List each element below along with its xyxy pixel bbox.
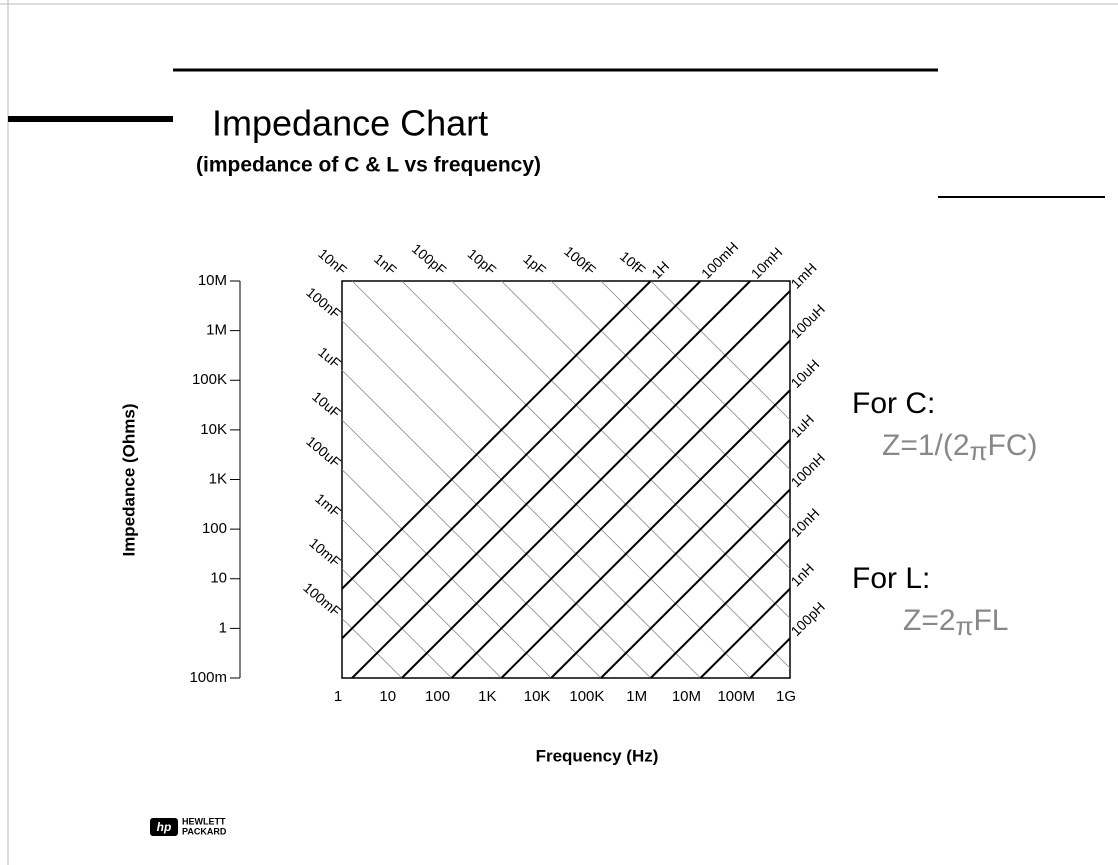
y-tick-label: 10K [200, 421, 227, 438]
y-axis-label: Impedance (Ohms) [119, 403, 138, 556]
capacitance-line [451, 280, 791, 619]
capacitance-label: 100fF [561, 243, 599, 278]
x-tick-label: 100M [717, 688, 755, 705]
inductance-label: 100pH [787, 599, 827, 639]
logo-text: PACKARD [182, 826, 227, 836]
subtitle: (impedance of C & L vs frequency) [196, 154, 541, 177]
inductance-line [749, 637, 791, 679]
capacitance-label: 100mF [300, 579, 344, 619]
inductance-label: 100uH [787, 301, 827, 341]
y-tick-label: 1 [219, 619, 227, 636]
capacitance-line [600, 280, 791, 470]
x-tick-label: 100 [425, 688, 450, 705]
inductance-label: 1H [648, 258, 672, 282]
inductance-label: 1uH [787, 411, 816, 440]
inductance-line [450, 339, 791, 679]
formula-part: FL [973, 604, 1008, 637]
inductance-label: 100nH [787, 450, 827, 490]
x-tick-label: 10M [672, 688, 701, 705]
capacitance-line [650, 280, 791, 421]
inductance-label: 10uH [787, 356, 822, 391]
formula-part: FC) [988, 429, 1038, 462]
formula-part: π [956, 611, 974, 641]
x-tick-label: 1 [334, 688, 342, 705]
capacitance-label: 10mF [306, 535, 344, 570]
capacitance-line [401, 280, 791, 669]
inductance-line [401, 290, 791, 679]
formula-heading: For L: [852, 562, 930, 595]
capacitance-line [341, 419, 602, 679]
formula-heading: For C: [852, 387, 935, 420]
x-tick-label: 10 [379, 688, 396, 705]
capacitance-line [341, 568, 452, 679]
inductance-line [699, 588, 791, 679]
inductance-label: 1mH [787, 260, 819, 292]
y-tick-label: 100m [189, 669, 227, 686]
capacitance-label: 1uF [315, 344, 344, 372]
formula-part: π [970, 436, 988, 466]
y-tick-label: 100K [192, 371, 227, 388]
inductance-line [341, 280, 702, 640]
capacitance-line [341, 469, 552, 679]
y-tick-label: 10M [198, 272, 227, 289]
y-tick-label: 1K [209, 470, 227, 487]
inductance-label: 10mH [748, 244, 786, 282]
capacitance-label: 10uF [309, 388, 344, 421]
capacitance-label: 1mF [312, 490, 344, 520]
capacitance-line [341, 369, 651, 679]
x-tick-label: 1G [776, 688, 796, 705]
plot-frame [341, 280, 791, 679]
capacitance-label: 10nF [315, 245, 350, 278]
inductance-line [341, 280, 652, 590]
x-tick-label: 10K [524, 688, 551, 705]
capacitance-label: 100nF [303, 284, 344, 322]
capacitance-label: 1pF [520, 250, 549, 278]
inductance-line [650, 538, 791, 679]
x-tick-label: 100K [569, 688, 604, 705]
x-tick-label: 1K [478, 688, 496, 705]
capacitance-line [501, 280, 791, 570]
inductance-line [550, 439, 791, 679]
inductance-label: 10nH [787, 505, 822, 540]
inductance-line [500, 389, 791, 679]
y-tick-label: 1M [206, 322, 227, 339]
formula-part: Z=2 [903, 604, 956, 637]
capacitance-label: 10fF [617, 248, 649, 278]
y-tick-label: 10 [210, 570, 227, 587]
capacitance-label: 10pF [465, 245, 500, 278]
logo-text: HEWLETT [182, 816, 226, 826]
inductance-label: 1nH [787, 560, 816, 589]
y-tick-label: 100 [202, 520, 227, 537]
x-tick-label: 1M [626, 688, 647, 705]
capacitance-line [341, 320, 701, 679]
inductance-label: 100mH [698, 239, 741, 282]
formula: Z=2πFL [903, 604, 1009, 641]
capacitance-label: 100uF [303, 433, 344, 471]
x-axis-label: Frequency (Hz) [536, 746, 659, 765]
capacitance-line [550, 280, 791, 520]
formula: Z=1/(2πFC) [882, 429, 1037, 466]
formula-part: Z=1/(2 [882, 429, 970, 462]
capacitance-label: 100pF [409, 240, 450, 278]
logo-glyph: hp [157, 820, 172, 834]
title: Impedance Chart [212, 103, 488, 144]
capacitance-line [341, 618, 403, 679]
inductance-line [600, 488, 791, 679]
capacitance-label: 1nF [371, 250, 400, 278]
capacitance-line [341, 518, 502, 679]
inductance-line [351, 280, 751, 679]
logo-mark [150, 818, 178, 836]
